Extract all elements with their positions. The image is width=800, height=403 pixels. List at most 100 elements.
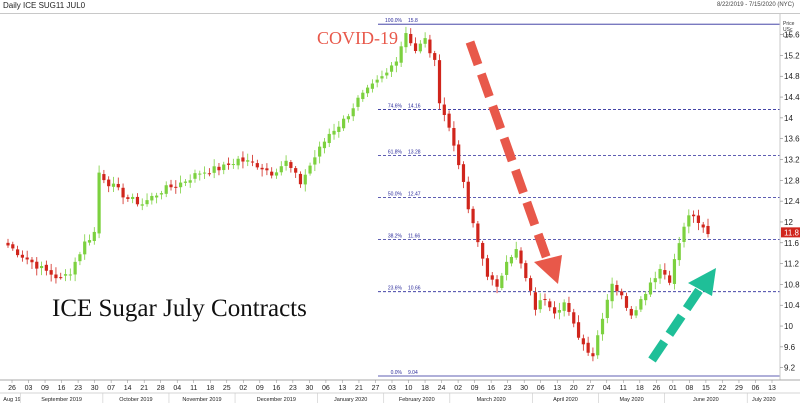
candle-body: [174, 186, 178, 188]
candle-body: [505, 261, 509, 275]
candle-body: [500, 275, 504, 288]
candle-body: [692, 214, 696, 217]
candle-body: [11, 244, 15, 249]
x-tick-label: 11: [190, 385, 197, 392]
candle-body: [25, 257, 29, 260]
x-tick-label: 15: [702, 385, 710, 392]
y-tick-label: 9.2: [784, 364, 796, 373]
candle-body: [389, 65, 394, 72]
candle-body: [241, 157, 245, 162]
candle-body: [332, 130, 336, 135]
x-month-label: June 2020: [693, 397, 719, 403]
x-month-label: July 2020: [752, 397, 776, 403]
fib-pct-label: 38.2%: [388, 234, 403, 240]
candle-body: [226, 163, 231, 165]
x-tick-label: 16: [272, 385, 280, 392]
down-arrow-head: [534, 255, 562, 284]
x-tick-label: 16: [487, 385, 495, 392]
x-tick-label: 04: [173, 385, 181, 392]
candle-body: [476, 223, 480, 243]
candle-body: [54, 274, 58, 279]
chart-header-bar: Daily ICE SUG11 JUL0 8/22/2019 - 7/15/20…: [0, 0, 800, 14]
candle-body: [634, 310, 638, 316]
candle-body: [620, 291, 624, 296]
candle-body: [668, 275, 672, 283]
candle-body: [188, 180, 192, 183]
x-tick-label: 03: [388, 385, 396, 392]
candle-body: [20, 254, 24, 258]
candle-body: [145, 200, 149, 205]
candle-body: [212, 166, 216, 173]
x-axis: 26 03 09 16 23 30 07 14 21 28 04 11 18 25 02 09 16 23 30 06…: [0, 379, 800, 403]
y-tick-label: 13.6: [784, 135, 800, 144]
x-tick-label: 13: [339, 385, 347, 392]
candle-body: [207, 173, 211, 175]
candle-body: [289, 162, 293, 168]
x-tick-label: 24: [438, 385, 446, 392]
x-tick-label: 18: [636, 385, 644, 392]
y-axis-bg: [781, 14, 800, 380]
candle-body: [164, 185, 168, 194]
candle-body: [605, 299, 609, 319]
candle-body: [59, 277, 63, 279]
candle-body: [648, 282, 653, 295]
x-tick-label: 04: [603, 385, 611, 392]
up-trend-arrow: [648, 280, 708, 363]
up-arrow-head: [688, 268, 716, 296]
candle-body: [433, 53, 437, 60]
candle-body: [365, 87, 370, 94]
x-tick-label: 23: [74, 385, 82, 392]
candle-body: [236, 158, 240, 166]
trend-arrows: [465, 40, 716, 363]
x-tick-label: 18: [421, 385, 429, 392]
candle-body: [600, 318, 605, 335]
candle-body: [155, 195, 159, 198]
candle-body: [696, 215, 701, 223]
candle-body: [639, 299, 643, 310]
candle-body: [428, 39, 432, 54]
candle-body: [591, 353, 595, 357]
candle-body: [413, 43, 418, 52]
candle-body: [538, 300, 542, 310]
candle-body: [250, 161, 255, 163]
y-axis-unit: Price: [783, 21, 795, 27]
x-tick-label: 09: [471, 385, 479, 392]
candle-body: [519, 250, 523, 264]
y-tick-label: 14.8: [784, 72, 800, 81]
y-tick-label: 11.6: [784, 239, 800, 248]
candle-body: [653, 278, 657, 283]
x-month-label: April 2020: [553, 397, 578, 403]
fib-pct-label: 23.6%: [388, 286, 403, 292]
x-tick-label: 01: [669, 385, 677, 392]
candle-body: [111, 183, 116, 187]
candle-body: [437, 60, 442, 104]
candle-body: [615, 284, 619, 292]
candle-body: [466, 181, 470, 210]
candle-body: [418, 43, 422, 52]
x-month-label: October 2019: [119, 397, 152, 403]
x-tick-label: 08: [685, 385, 693, 392]
fib-pct-label: 74.6%: [388, 104, 403, 110]
candle-body: [222, 164, 226, 171]
x-tick-label: 14: [124, 385, 132, 392]
candlesticks: [6, 26, 710, 362]
fib-value-label: 15.8: [408, 18, 418, 24]
x-tick-label: 30: [520, 385, 528, 392]
y-tick-label: 15.6: [784, 31, 800, 40]
candle-body: [346, 116, 351, 120]
candle-body: [246, 160, 250, 162]
x-tick-label: 23: [289, 385, 297, 392]
candle-body: [687, 215, 691, 227]
candle-body: [49, 270, 53, 275]
candle-body: [394, 61, 398, 66]
candle-body: [423, 38, 427, 44]
candle-body: [87, 240, 92, 243]
y-tick-label: 9.6: [784, 343, 796, 352]
candle-body: [447, 113, 451, 128]
y-tick-label: 14: [784, 114, 793, 123]
x-month-label: February 2020: [399, 397, 435, 403]
candle-body: [313, 157, 317, 165]
candle-body: [116, 183, 120, 188]
candle-body: [658, 268, 662, 279]
